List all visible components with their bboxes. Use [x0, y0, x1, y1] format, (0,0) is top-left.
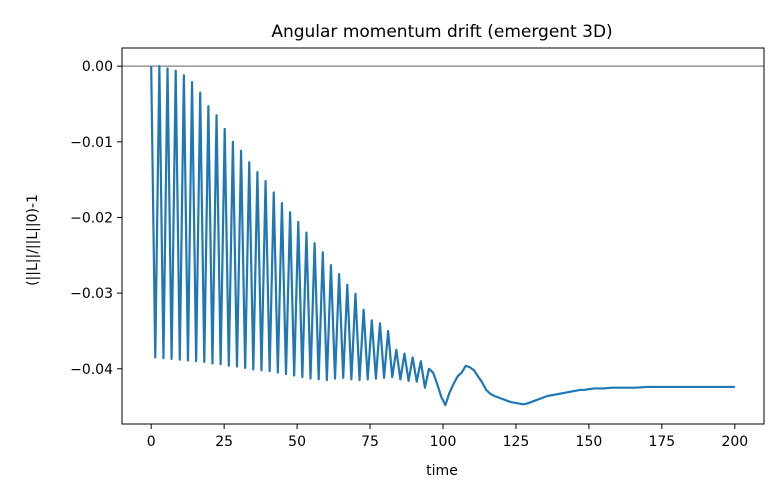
x-tick-label: 200: [721, 434, 748, 450]
x-tick-label: 25: [215, 434, 233, 450]
y-tick-label: 0.00: [82, 59, 113, 75]
x-tick-label: 125: [503, 434, 530, 450]
x-tick-label: 175: [648, 434, 675, 450]
x-tick-label: 75: [361, 434, 379, 450]
y-tick-label: −0.03: [70, 286, 113, 302]
y-axis-ticks: 0.00 −0.01 −0.02 −0.03 −0.04: [70, 59, 122, 378]
x-axis-label: time: [426, 463, 458, 479]
series-line-0: [150, 65, 735, 407]
x-tick-label: 100: [430, 434, 457, 450]
series-layer: [150, 65, 735, 407]
y-tick-label: −0.04: [70, 362, 113, 378]
x-tick-label: 0: [147, 434, 156, 450]
x-tick-label: 50: [288, 434, 306, 450]
y-axis-label: (||L||/||L||0)-1: [25, 194, 41, 286]
y-tick-label: −0.01: [70, 135, 113, 151]
y-tick-label: −0.02: [70, 210, 113, 226]
chart-title: Angular momentum drift (emergent 3D): [271, 22, 612, 42]
x-tick-label: 150: [576, 434, 603, 450]
x-axis-ticks: 0 25 50 75 100 125 150 175 200: [147, 424, 748, 450]
